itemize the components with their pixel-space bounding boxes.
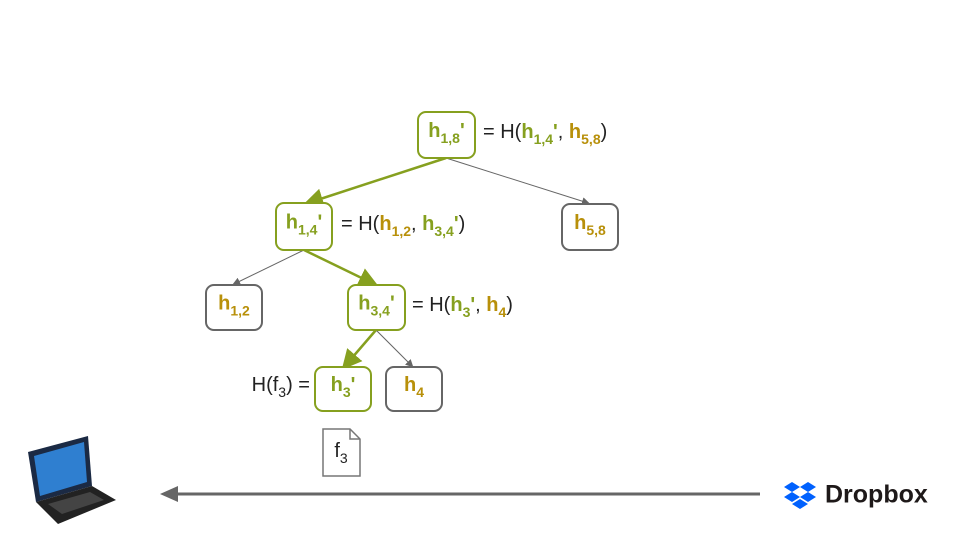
run-subscript: 5,8 xyxy=(586,222,606,238)
run-text: ) = xyxy=(286,374,310,396)
run-text: h xyxy=(379,213,391,235)
run-subscript: 1,8 xyxy=(440,130,460,146)
run-subscript: 3 xyxy=(463,304,471,320)
run-subscript: 3 xyxy=(340,450,348,466)
run-text: f xyxy=(334,440,340,462)
run-text: = H( xyxy=(341,213,380,235)
run-subscript: 5,8 xyxy=(581,131,601,147)
run-text: h xyxy=(486,294,498,316)
edge xyxy=(445,157,590,206)
run-subscript: 3 xyxy=(343,384,351,400)
run-prime: ' xyxy=(470,294,475,316)
edge xyxy=(341,329,377,370)
run-text: h xyxy=(422,213,434,235)
node-label: h4​ xyxy=(404,374,424,399)
node-label: h5,8​ xyxy=(574,212,606,237)
run-text: h xyxy=(574,212,586,234)
run-text: h xyxy=(428,120,440,142)
run-prime: ' xyxy=(454,213,459,235)
run-text: h xyxy=(521,121,533,143)
run-prime: ' xyxy=(553,121,558,143)
run-text: h xyxy=(218,293,230,315)
hash-node xyxy=(275,202,333,251)
run-prime: ' xyxy=(317,212,322,234)
run-text: = H( xyxy=(483,121,522,143)
run-text: h xyxy=(450,294,462,316)
equation: = H(h3', h4) xyxy=(412,294,513,319)
node-label: h1,2​ xyxy=(218,293,250,318)
hash-node xyxy=(205,284,263,331)
hash-node xyxy=(561,203,619,251)
run-text: H(f xyxy=(252,374,279,396)
edges xyxy=(232,156,590,370)
node-label: h1,4' xyxy=(286,212,322,237)
equation: = H(h1,4', h5,8) xyxy=(483,121,607,146)
run-subscript: 3 xyxy=(278,384,286,400)
run-prime: ' xyxy=(351,374,356,396)
edge xyxy=(375,329,414,368)
run-subscript: 4 xyxy=(498,304,506,320)
node-label: h1,8' xyxy=(428,120,464,145)
run-text: h xyxy=(404,374,416,396)
run-subscript: 1,2 xyxy=(230,302,250,318)
dropbox-logo xyxy=(784,482,816,509)
file-label: f3​ xyxy=(334,440,348,465)
run-text: h xyxy=(358,293,370,315)
run-subscript: 1,4 xyxy=(298,221,318,237)
run-subscript: 3,4 xyxy=(370,302,390,318)
run-text: ) xyxy=(459,213,466,235)
run-text: h xyxy=(569,121,581,143)
laptop-icon xyxy=(28,436,116,524)
edge xyxy=(232,249,305,285)
run-text: , xyxy=(558,121,569,143)
arrow-head xyxy=(160,486,178,502)
run-subscript: 1,4 xyxy=(534,131,554,147)
run-subscript: 1,2 xyxy=(392,223,412,239)
edge xyxy=(303,248,379,287)
run-subscript: 3,4 xyxy=(434,223,454,239)
brand-name: Dropbox xyxy=(825,481,928,509)
equation: H(f3) = xyxy=(252,374,310,399)
hash-node xyxy=(417,111,476,159)
node-label: h3' xyxy=(331,374,356,399)
run-text: ) xyxy=(601,121,608,143)
run-text: h xyxy=(331,374,343,396)
run-text: h xyxy=(286,212,298,234)
run-text: ) xyxy=(506,294,513,316)
run-subscript: 4 xyxy=(416,384,424,400)
run-text: = H( xyxy=(412,294,451,316)
run-text: , xyxy=(475,294,486,316)
run-prime: ' xyxy=(390,293,395,315)
run-prime: ' xyxy=(460,120,465,142)
file-icon xyxy=(322,428,361,477)
node-label: h3,4' xyxy=(358,293,394,318)
equation: = H(h1,2, h3,4') xyxy=(341,213,465,238)
hash-node xyxy=(347,284,406,331)
edge xyxy=(303,156,447,208)
run-text: , xyxy=(411,213,422,235)
hash-node xyxy=(314,366,372,412)
hash-node xyxy=(385,366,443,412)
